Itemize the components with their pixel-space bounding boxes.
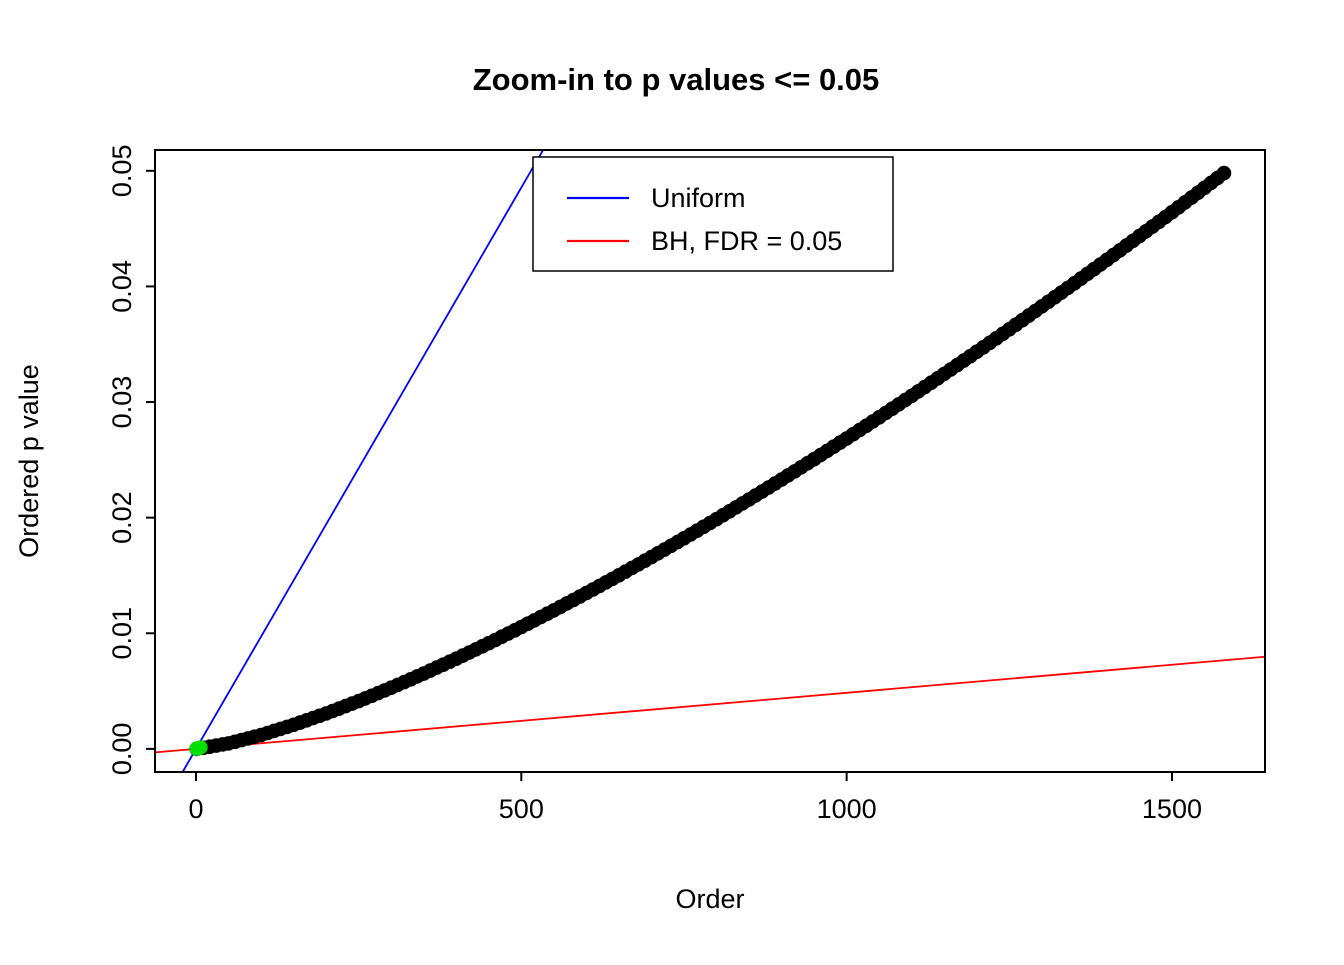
pvalue-point — [253, 727, 269, 743]
pvalue-point — [325, 703, 340, 719]
pvalue-point — [234, 732, 249, 748]
x-axis-label: Order — [675, 884, 744, 914]
pvalue-point — [221, 736, 236, 751]
pvalue-point-last — [1216, 165, 1232, 181]
pvalue-point — [273, 721, 288, 737]
bh-fdr-line — [155, 655, 1265, 754]
y-tick-label: 0.03 — [107, 376, 137, 429]
pvalue-point — [370, 685, 386, 701]
pvalue-point — [279, 719, 295, 735]
pvalue-point — [331, 701, 347, 716]
legend-box — [532, 156, 894, 272]
x-tick-label: 1000 — [817, 794, 877, 824]
pvalue-point — [227, 734, 243, 750]
pvalue-point — [344, 696, 360, 711]
pvalue-point — [266, 723, 282, 739]
y-axis-label: Ordered p value — [14, 364, 44, 558]
pvalue-point — [260, 725, 275, 741]
pvalue-point — [429, 660, 445, 675]
y-tick-label: 0.01 — [107, 607, 137, 660]
y-tick-label: 0.02 — [107, 491, 137, 544]
pvalue-point — [364, 688, 380, 704]
chart-title: Zoom-in to p values <= 0.05 — [473, 62, 880, 97]
pvalue-point — [396, 674, 412, 690]
pvalue-point — [292, 715, 308, 730]
pvalue-point — [357, 691, 373, 706]
pvalue-point — [448, 651, 464, 667]
pvalue-curve — [189, 165, 1232, 757]
x-tick-label: 0 — [188, 794, 203, 824]
uniform-line — [181, 150, 545, 772]
pvalue-point — [390, 677, 406, 693]
legend-label-0: Uniform — [651, 183, 746, 213]
pvalue-point — [286, 717, 301, 733]
x-tick-label: 1500 — [1142, 794, 1202, 824]
pvalue-point — [351, 693, 367, 709]
legend: Uniform BH, FDR = 0.05 — [532, 156, 894, 272]
plot-region: 0 500 1000 1500 0.00 0.01 0.02 0.03 0.04 0.05 Unif… — [107, 145, 1266, 824]
significant-point — [193, 740, 208, 755]
legend-label-1: BH, FDR = 0.05 — [651, 226, 842, 256]
pvalue-point — [240, 731, 256, 746]
y-tick-label: 0.04 — [107, 260, 137, 313]
pvalue-point — [377, 683, 393, 698]
reference-lines — [155, 150, 1265, 772]
pvalue-point — [247, 729, 262, 745]
pvalue-point — [318, 706, 334, 721]
pvalue-point — [312, 708, 327, 724]
pvalue-point — [299, 713, 314, 728]
y-tick-label: 0.00 — [107, 723, 137, 776]
plot-border — [154, 149, 1266, 773]
pvalue-point — [305, 710, 321, 726]
pvalue-point — [383, 680, 399, 696]
y-tick-label: 0.05 — [107, 145, 137, 198]
x-tick-label: 500 — [499, 794, 544, 824]
pvalue-point — [338, 698, 353, 714]
pvalue-point — [403, 672, 419, 687]
pvalue-point — [409, 669, 425, 684]
